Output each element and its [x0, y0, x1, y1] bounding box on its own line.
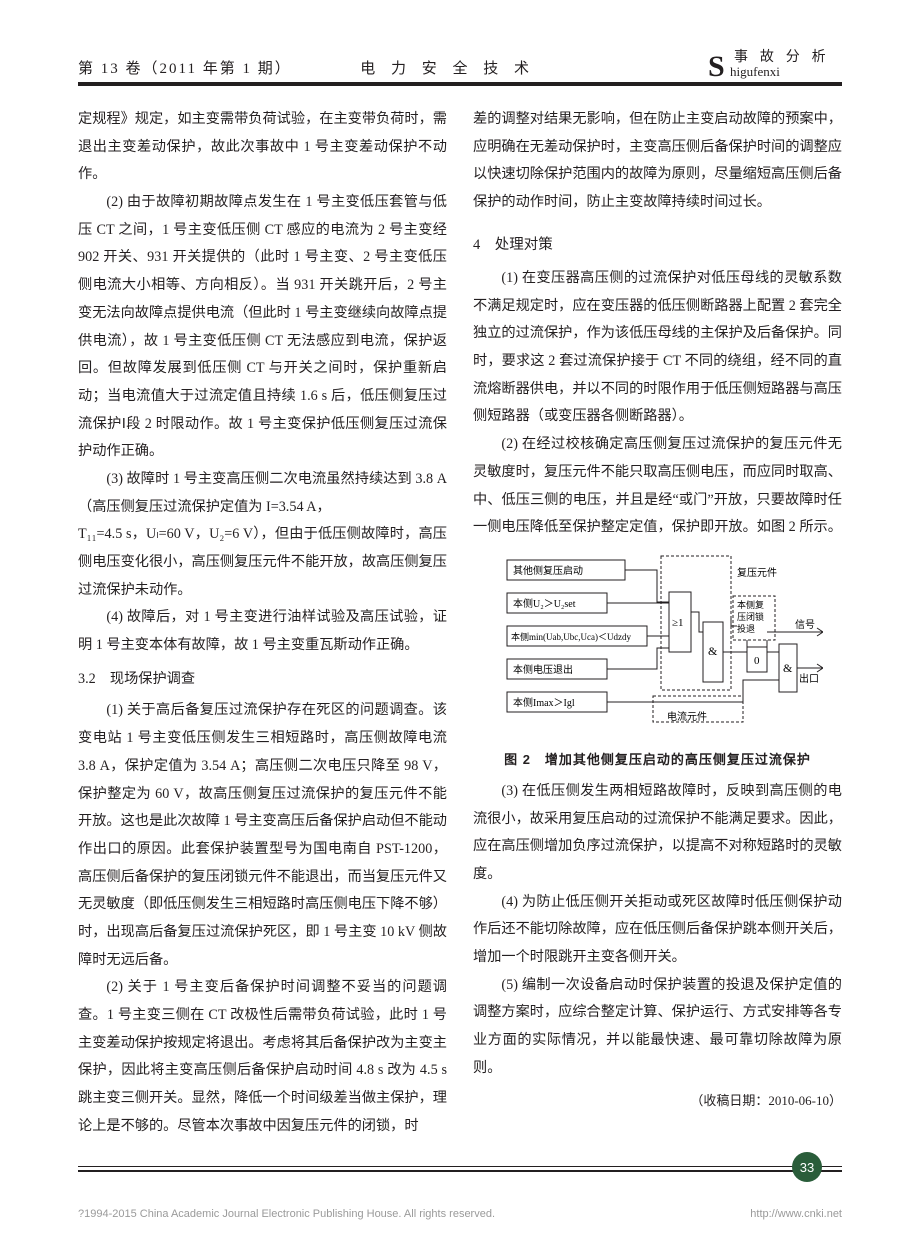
left-p2: (2) 由于故障初期故障点发生在 1 号主变低压套管与低压 CT 之间，1 号主… [78, 189, 447, 466]
fig-box5: 本侧Imax＞Igl [513, 696, 575, 709]
left-p4: (4) 故障后，对 1 号主变进行油样试验及高压试验，证明 1 号主变本体有故障… [78, 604, 447, 659]
right-p3: (2) 在经过校核确定高压侧复压过流保护的复压元件无灵敏度时，复压元件不能只取高… [473, 431, 842, 542]
header-volume: 第 13 卷（2011 年第 1 期） [78, 57, 324, 78]
badge-py: higufenxi [730, 64, 780, 79]
fig-box4: 本侧电压退出 [513, 663, 573, 676]
header-rule [78, 85, 842, 86]
fig-box3: 本侧min(Uab,Ubc,Uca)＜Udzdy [511, 631, 631, 642]
heading-4: 4 处理对策 [473, 231, 842, 259]
badge-s-icon: S [708, 50, 725, 82]
fig-dl-label: 电流元件 [667, 710, 707, 723]
header-journal: 电 力 安 全 技 术 [324, 57, 570, 78]
fig-zero: 0 [754, 655, 760, 667]
page-number-bar: 33 [78, 1154, 842, 1184]
fig-or-gate: ≥1 [672, 617, 684, 629]
figure-2: 其他侧复压启动 本侧U₂＞U₂set 本侧min(Uab,Ubc,Uca)＜Ud… [473, 552, 842, 772]
right-p5: (4) 为防止低压侧开关拒动或死区故障时低压侧保护动作后还不能切除故障，应在低压… [473, 889, 842, 972]
page-number-badge: 33 [792, 1152, 822, 1182]
running-head: 第 13 卷（2011 年第 1 期） 电 力 安 全 技 术 S 事 故 分 … [78, 50, 842, 85]
header-section-badge: S 事 故 分 析 higufenxi [571, 50, 842, 78]
left-p3b: T₁₁=4.5 s，Uₗ=60 V，U₂=6 V），但由于低压侧故障时，高压侧电… [78, 521, 447, 604]
fig-box1: 其他侧复压启动 [513, 564, 583, 577]
fig-bs-l3: 投退 [737, 623, 755, 634]
body-columns: 定规程》规定，如主变需带负荷试验，在主变带负荷时，需退出主变差动保护，故此次事故… [78, 106, 842, 1140]
left-p6: (2) 关于 1 号主变后备保护时间调整不妥当的问题调查。1 号主变三侧在 CT… [78, 974, 447, 1140]
left-p3a: (3) 故障时 1 号主变高压侧二次电流虽然持续达到 3.8 A（高压侧复压过流… [78, 466, 447, 521]
right-p1: 差的调整对结果无影响，但在防止主变启动故障的预案中，应明确在无差动保护时，主变高… [473, 106, 842, 217]
fig-bs-l1: 本侧复 [737, 599, 764, 610]
left-p1: 定规程》规定，如主变需带负荷试验，在主变带负荷时，需退出主变差动保护，故此次事故… [78, 106, 447, 189]
received-date: （收稿日期：2010-06-10） [473, 1088, 842, 1113]
fig-xh: 信号 [795, 619, 815, 631]
right-p2: (1) 在变压器高压侧的过流保护对低压母线的灵敏系数不满足规定时，应在变压器的低… [473, 265, 842, 431]
right-p4: (3) 在低压侧发生两相短路故障时，反映到高压侧的电流很小，故采用复压启动的过流… [473, 778, 842, 889]
fig-box2: 本侧U₂＞U₂set [513, 597, 576, 610]
fig-and2: & [783, 661, 793, 675]
left-column: 定规程》规定，如主变需带负荷试验，在主变带负荷时，需退出主变差动保护，故此次事故… [78, 106, 447, 1140]
left-p5: (1) 关于高后备复压过流保护存在死区的问题调查。该变电站 1 号主变低压侧发生… [78, 697, 447, 974]
fig-and1: & [708, 644, 718, 658]
fig-bs-l2: 压闭锁 [737, 611, 764, 622]
fig-fy-label: 复压元件 [737, 566, 777, 579]
badge-cn: 事 故 分 析 [734, 48, 830, 64]
right-p6: (5) 编制一次设备启动时保护装置的投退及保护定值的调整方案时，应综合整定计算、… [473, 972, 842, 1083]
figure-2-caption: 图 2 增加其他侧复压启动的高压侧复压过流保护 [473, 747, 842, 772]
subhead-3-2: 3.2 现场保护调查 [78, 666, 447, 694]
footer: ?1994-2015 China Academic Journal Electr… [78, 1208, 842, 1220]
fig-ck: 出口 [799, 672, 819, 685]
right-column: 差的调整对结果无影响，但在防止主变启动故障的预案中，应明确在无差动保护时，主变高… [473, 106, 842, 1140]
footer-url: http://www.cnki.net [750, 1208, 842, 1220]
footer-copyright: ?1994-2015 China Academic Journal Electr… [78, 1208, 495, 1220]
